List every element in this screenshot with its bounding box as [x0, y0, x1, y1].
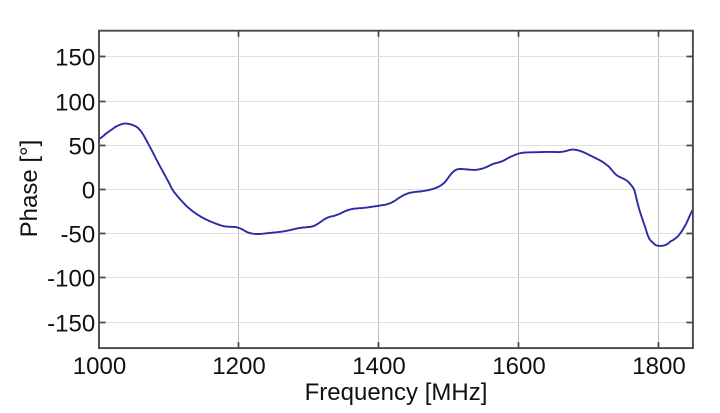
- svg-text:Phase [°]: Phase [°]: [16, 140, 43, 238]
- svg-text:-100: -100: [47, 266, 95, 293]
- svg-text:Frequency [MHz]: Frequency [MHz]: [305, 379, 488, 406]
- svg-text:1600: 1600: [492, 353, 545, 380]
- svg-text:1000: 1000: [73, 353, 126, 380]
- svg-text:50: 50: [68, 134, 95, 161]
- svg-text:0: 0: [82, 178, 95, 205]
- svg-text:1200: 1200: [212, 353, 265, 380]
- svg-text:1800: 1800: [632, 353, 685, 380]
- svg-text:100: 100: [55, 90, 95, 117]
- svg-text:-150: -150: [47, 311, 95, 338]
- svg-text:1400: 1400: [352, 353, 405, 380]
- svg-text:-50: -50: [61, 222, 96, 249]
- svg-text:150: 150: [55, 45, 95, 72]
